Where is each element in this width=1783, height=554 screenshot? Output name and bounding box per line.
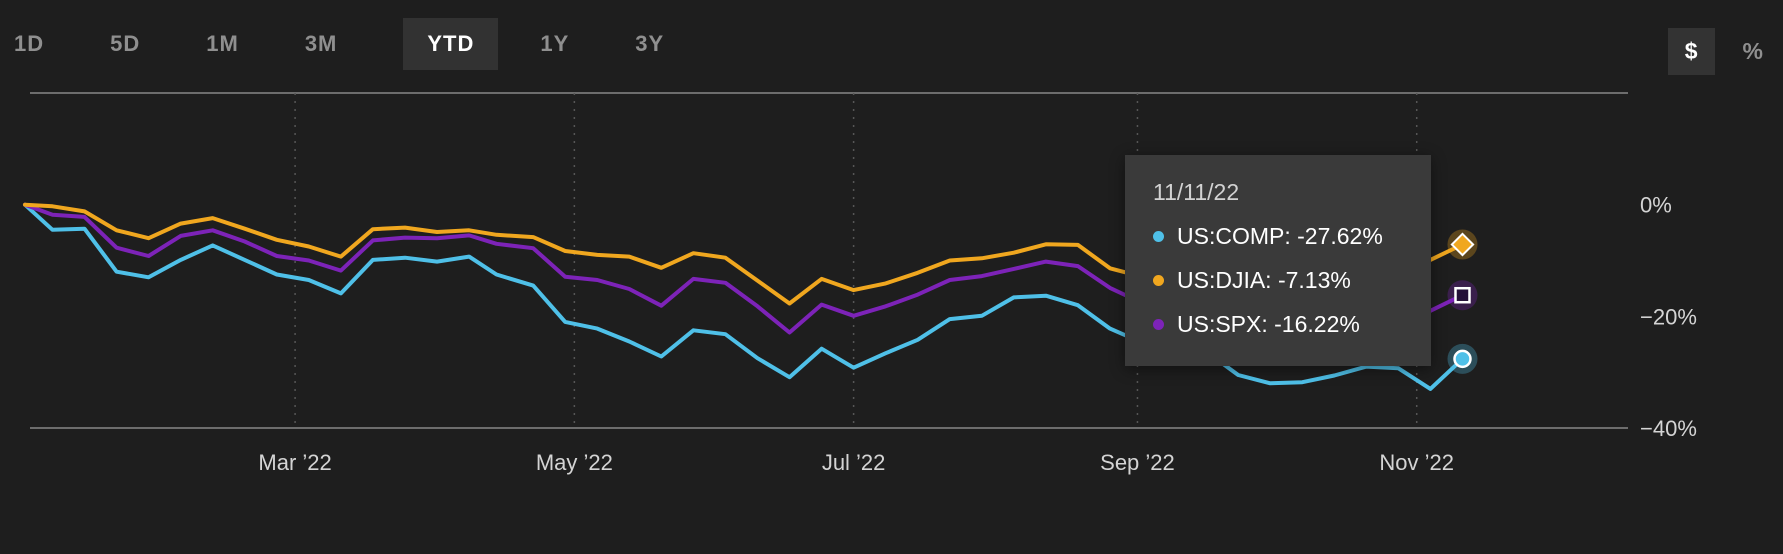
tooltip-row: US:DJIA: -7.13% (1153, 267, 1403, 294)
chart-toolbar: 1D 5D 1M 3M YTD 1Y 3Y $ % (0, 14, 1783, 75)
series-end-marker-circle (1453, 349, 1472, 369)
percent-toggle-button[interactable]: % (1735, 28, 1771, 75)
x-axis-label: Sep ’22 (1100, 450, 1175, 475)
series-dot-comp (1153, 231, 1164, 242)
tooltip-row: US:COMP: -27.62% (1153, 223, 1403, 250)
tooltip-series-value-spx: US:SPX: -16.22% (1177, 311, 1360, 337)
chart-tooltip: 11/11/22 US:COMP: -27.62% US:DJIA: -7.13… (1125, 155, 1431, 366)
unit-toggle-group: $ % (1667, 28, 1771, 75)
series-dot-spx (1153, 319, 1164, 330)
range-button-1y[interactable]: 1Y (540, 18, 569, 70)
range-button-3y[interactable]: 3Y (635, 18, 664, 70)
tooltip-series-value-comp: US:COMP: -27.62% (1177, 223, 1383, 249)
series-end-marker-diamond (1450, 232, 1475, 257)
range-button-1d[interactable]: 1D (14, 18, 44, 70)
tooltip-date: 11/11/22 (1153, 179, 1240, 205)
x-axis-label: May ’22 (536, 450, 613, 475)
series-dot-djia (1153, 275, 1164, 286)
range-button-5d[interactable]: 5D (110, 18, 140, 70)
range-button-ytd[interactable]: YTD (403, 18, 499, 70)
y-axis-label: 0% (1640, 193, 1672, 218)
series-end-marker-square (1454, 286, 1471, 304)
y-axis-label: −40% (1640, 416, 1697, 441)
x-axis-label: Mar ’22 (258, 450, 331, 475)
y-axis-label: −20% (1640, 304, 1697, 329)
tooltip-row: US:SPX: -16.22% (1153, 311, 1403, 338)
tooltip-series-value-djia: US:DJIA: -7.13% (1177, 267, 1351, 293)
range-button-1m[interactable]: 1M (206, 18, 239, 70)
range-button-3m[interactable]: 3M (305, 18, 338, 70)
x-axis-label: Nov ’22 (1379, 450, 1454, 475)
x-axis-label: Jul ’22 (822, 450, 886, 475)
dollar-toggle-button[interactable]: $ (1667, 28, 1715, 75)
time-range-tabs: 1D 5D 1M 3M YTD 1Y 3Y (0, 18, 730, 70)
